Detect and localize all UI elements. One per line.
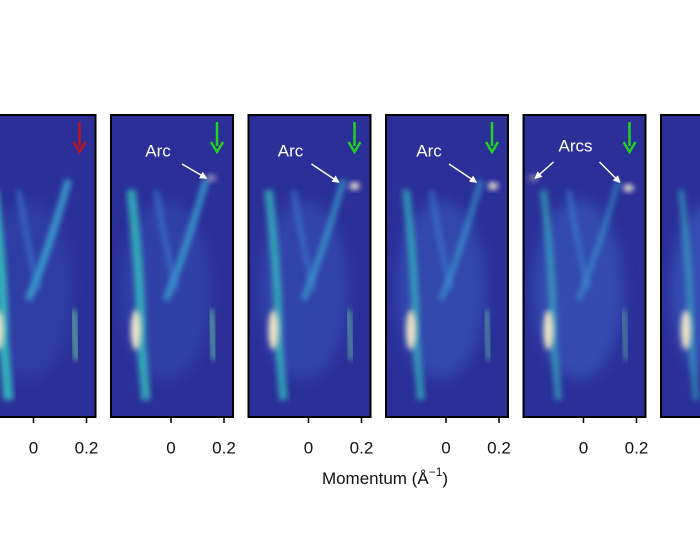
- hot-spot: [131, 310, 141, 350]
- x-tick-label: 0: [29, 438, 38, 457]
- marker-arrow-head: [622, 141, 637, 155]
- arc-spot: [206, 174, 216, 182]
- x-tick-label: 0: [579, 438, 588, 457]
- hot-spot: [543, 310, 554, 350]
- marker-arrow-head: [72, 141, 87, 155]
- band: [576, 179, 621, 301]
- spectrum: [121, 179, 217, 401]
- band: [208, 309, 217, 361]
- x-tick-label: 0: [441, 438, 450, 457]
- spectrum: [533, 179, 630, 401]
- band: [153, 189, 179, 291]
- annotation-arrow: [181, 163, 208, 179]
- annotation: Arc: [416, 141, 442, 160]
- band: [0, 203, 14, 401]
- annotation: Arc: [278, 141, 304, 160]
- band: [483, 309, 492, 361]
- panel: Arc 0 0.2: [110, 114, 236, 457]
- x-tick-label: 0.2: [487, 438, 511, 457]
- band: [70, 309, 80, 361]
- arc-spot: [623, 184, 634, 192]
- panel: Arc 0 0.2: [385, 114, 511, 457]
- band: [345, 309, 355, 361]
- x-tick-label: 0.2: [625, 438, 649, 457]
- panel: Arcs 0 0.2: [522, 114, 649, 457]
- x-axis-label: Momentum (Å−1): [322, 465, 448, 488]
- annotation-arrow: [448, 163, 478, 183]
- band: [163, 179, 210, 302]
- spectrum: [396, 179, 492, 401]
- band: [402, 189, 425, 401]
- hot-spot: [681, 310, 691, 350]
- x-tick-label: 0: [304, 438, 313, 457]
- band: [438, 179, 484, 301]
- panel: Arc 0 0.2: [247, 114, 374, 457]
- panel-frame: [247, 114, 372, 418]
- panel-frame: [522, 114, 647, 418]
- annotation-arrow: [311, 163, 340, 183]
- hot-spot: [406, 310, 416, 350]
- annotation-arrow: [598, 161, 621, 184]
- band: [428, 189, 454, 291]
- spectrum: [258, 179, 355, 401]
- annotation: Arcs: [559, 136, 593, 155]
- hot-spot: [0, 310, 4, 350]
- panel-frame: [0, 114, 97, 418]
- x-tick-label: 0.2: [350, 438, 374, 457]
- band: [620, 309, 630, 361]
- band: [25, 179, 72, 302]
- band: [126, 189, 151, 401]
- panel-frame: [660, 114, 700, 418]
- hot-spot: [268, 310, 279, 350]
- band: [300, 179, 347, 302]
- marker-arrow-head: [484, 141, 500, 155]
- annotation-arrow: [534, 161, 554, 179]
- panel-frame: [385, 114, 509, 418]
- x-tick-label: 0.2: [75, 438, 99, 457]
- arc-spot: [488, 182, 498, 190]
- band: [264, 189, 288, 401]
- band: [291, 189, 316, 291]
- marker-arrow-head: [209, 141, 225, 155]
- marker-arrow-head: [347, 141, 362, 155]
- spectrum: [0, 179, 80, 401]
- annotation: Arc: [145, 141, 171, 160]
- band: [678, 189, 699, 401]
- band: [16, 189, 41, 291]
- spectrum: [671, 189, 700, 401]
- panel: 00.2: [660, 114, 700, 418]
- band: [566, 189, 591, 291]
- arc-spot: [528, 174, 539, 182]
- panel-frame: [110, 114, 234, 418]
- x-tick-label: 0: [166, 438, 175, 457]
- band: [540, 189, 562, 401]
- x-tick-label: 0.2: [212, 438, 236, 457]
- arc-spot: [349, 182, 360, 190]
